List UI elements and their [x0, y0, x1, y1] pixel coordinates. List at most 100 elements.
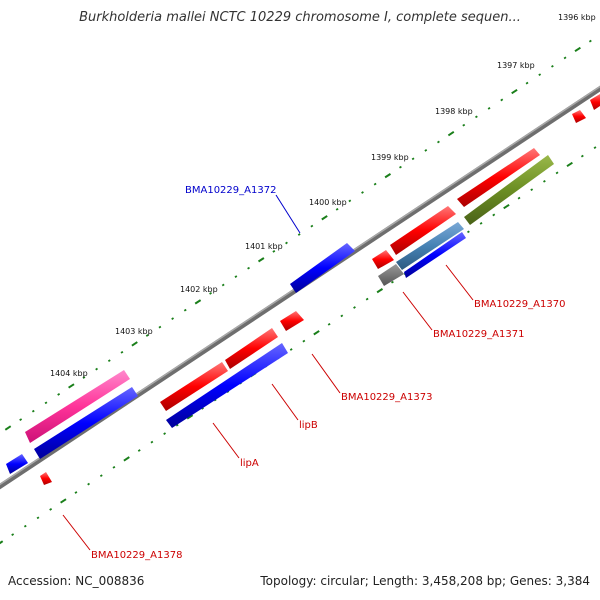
tick-mark: [384, 173, 392, 179]
forward-cds[interactable]: [572, 110, 586, 123]
gene-label-a1373[interactable]: BMA10229_A1373: [341, 392, 432, 403]
tick-mark: [31, 409, 35, 413]
tick-mark: [447, 130, 455, 137]
tick-mark: [99, 474, 103, 478]
tick-mark: [57, 392, 61, 396]
misc-feature[interactable]: [378, 264, 404, 286]
kbp-label: 1398 kbp: [435, 107, 473, 116]
gene-label-a1378[interactable]: BMA10229_A1378: [91, 550, 182, 561]
tick-mark: [593, 146, 597, 150]
tick-mark: [376, 288, 384, 294]
kbp-label: 1404 kbp: [50, 369, 88, 378]
tick-mark: [313, 330, 320, 336]
tick-mark: [107, 359, 111, 363]
gene-label-a1372[interactable]: BMA10229_A1372: [185, 185, 276, 196]
kbp-label: 1402 kbp: [180, 285, 218, 294]
tick-mark: [0, 540, 4, 545]
tick-mark: [44, 401, 48, 405]
gene-label-a1370[interactable]: BMA10229_A1370: [474, 299, 565, 310]
gene-labels: BMA10229_A1372 BMA10229_A1370 BMA10229_A…: [91, 185, 565, 561]
forward-cds[interactable]: [590, 94, 600, 110]
forward-cds[interactable]: [457, 148, 540, 207]
forward-cds[interactable]: [40, 472, 52, 485]
tick-mark: [209, 292, 212, 295]
tick-mark: [310, 224, 314, 228]
tick-mark: [335, 207, 339, 211]
tick-mark: [163, 432, 167, 436]
tick-mark: [551, 64, 554, 68]
tick-mark: [365, 297, 369, 301]
tick-mark: [4, 425, 12, 431]
misc-feature[interactable]: [396, 222, 464, 270]
tick-mark: [289, 348, 293, 351]
summary-text: Topology: circular; Length: 3,458,208 bp…: [260, 574, 590, 588]
features: [6, 94, 600, 485]
tick-mark: [437, 140, 440, 144]
tick-mark: [74, 491, 78, 494]
tick-mark: [563, 56, 567, 60]
tick-mark: [120, 350, 124, 354]
tick-mark: [257, 257, 265, 263]
reverse-cds[interactable]: [404, 232, 466, 278]
reverse-cds[interactable]: [34, 387, 138, 459]
kbp-label: 1403 kbp: [115, 327, 153, 336]
gene-label-a1371[interactable]: BMA10229_A1371: [433, 329, 524, 340]
gene-label-lipb[interactable]: lipB: [299, 420, 318, 431]
tick-mark: [511, 88, 518, 95]
map-title: Burkholderia mallei NCTC 10229 chromosom…: [79, 10, 521, 25]
tick-mark: [285, 241, 288, 245]
kbp-label: 1397 kbp: [497, 61, 535, 70]
other-feature[interactable]: [464, 155, 554, 225]
tick-mark: [221, 283, 225, 287]
tick-mark: [112, 465, 116, 469]
tick-mark: [123, 456, 130, 462]
reverse-cds[interactable]: [290, 243, 355, 293]
tick-mark: [348, 199, 352, 203]
tick-mark: [137, 449, 141, 452]
tick-mark: [479, 221, 483, 225]
tick-mark: [145, 334, 149, 337]
tick-mark: [588, 39, 592, 43]
tick-mark: [183, 308, 187, 312]
tick-mark: [566, 161, 573, 168]
tick-mark: [234, 275, 238, 278]
kbp-label: 1396 kbp: [558, 13, 596, 22]
forward-cds[interactable]: [390, 206, 456, 255]
tick-mark: [87, 482, 90, 486]
forward-cds[interactable]: [225, 328, 278, 369]
tick-mark: [247, 266, 250, 270]
rna-feature[interactable]: [25, 370, 130, 443]
reverse-cds[interactable]: [166, 343, 288, 428]
tick-mark: [391, 280, 394, 284]
tick-mark: [373, 182, 377, 186]
tick-mark: [492, 213, 496, 217]
gene-label-lipa[interactable]: lipA: [240, 458, 259, 469]
tick-mark: [95, 367, 98, 371]
kbp-labels: 1396 kbp 1397 kbp 1398 kbp 1399 kbp 1400…: [50, 13, 596, 378]
kbp-label: 1400 kbp: [309, 198, 347, 207]
tick-mark: [340, 314, 344, 318]
tick-mark: [503, 203, 510, 210]
tick-mark: [49, 507, 53, 511]
tick-mark: [574, 46, 581, 53]
tick-mark: [36, 516, 40, 520]
tick-mark: [555, 171, 559, 175]
outer-tick-track: [4, 39, 592, 431]
tick-mark: [131, 341, 138, 347]
reverse-cds[interactable]: [6, 454, 28, 474]
forward-cds[interactable]: [160, 362, 228, 411]
tick-mark: [462, 123, 466, 127]
tick-mark: [11, 533, 15, 536]
tick-mark: [23, 524, 27, 528]
tick-mark: [487, 106, 491, 110]
tick-mark: [186, 414, 194, 420]
tick-mark: [353, 306, 356, 309]
tick-mark: [302, 339, 306, 343]
tick-mark: [399, 165, 402, 169]
forward-cds[interactable]: [280, 311, 304, 331]
tick-mark: [411, 157, 415, 161]
tick-mark: [525, 81, 529, 85]
tick-mark: [530, 188, 534, 192]
forward-cds[interactable]: [372, 250, 394, 269]
accession-text: Accession: NC_008836: [8, 574, 145, 588]
